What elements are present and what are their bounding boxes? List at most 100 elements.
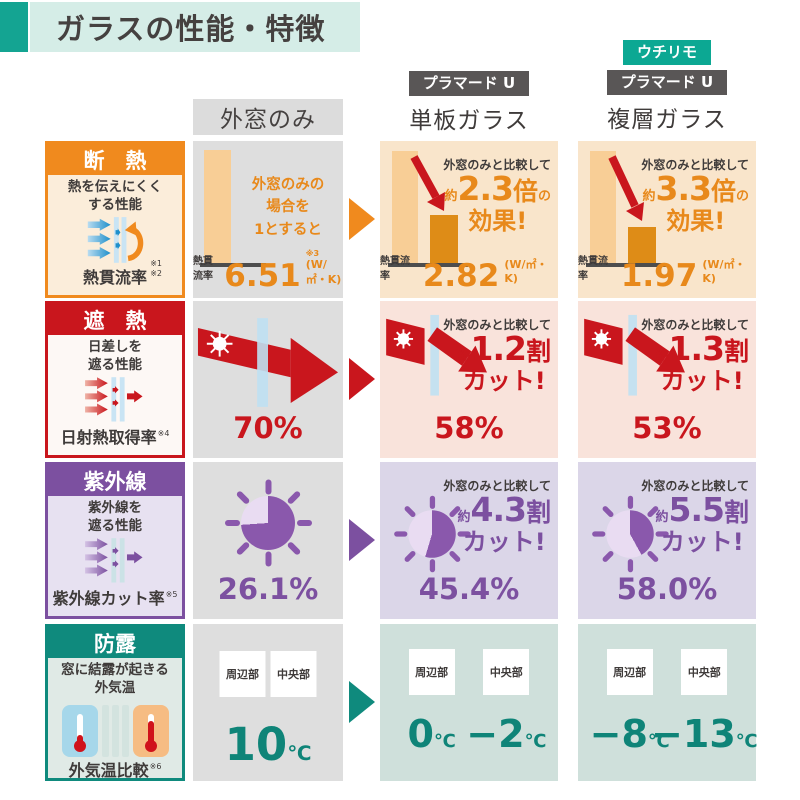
shading-outer-only-cell: 70% xyxy=(193,301,343,458)
uv-double-glass-cell: 外窓のみと比較して 約5.5割 カット! 58.0% xyxy=(578,462,756,619)
heat-flow-arrows-icon xyxy=(87,217,144,263)
sun-arrow-deflected-icon xyxy=(584,314,685,396)
title-accent-square xyxy=(0,2,28,52)
sun-pie-icon xyxy=(220,475,316,571)
edge-label: 周辺部 xyxy=(219,651,266,697)
title-bar: ガラスの性能・特徴 xyxy=(30,2,360,52)
row-shading: 遮 熱 日差しを 遮る性能 日射熱取得率※4 xyxy=(0,301,800,458)
footnote-mark-6: ※6 xyxy=(149,762,162,772)
uv-metric: 紫外線カット率※5 xyxy=(52,589,178,608)
single-glass-name: 単板ガラス xyxy=(409,108,529,134)
shading-double-effect: 約1.3割 カット! xyxy=(655,329,750,395)
arrow-right-icon xyxy=(349,681,375,723)
insulation-double-glass-cell: 外窓のみと比較して 約3.3倍の 効果! 熱貫流率 1.97 (W/㎡・K) xyxy=(578,141,756,298)
uv-arrows-icon xyxy=(85,538,143,583)
bar-comparison-icon xyxy=(388,151,468,267)
sun-pie-icon xyxy=(390,492,474,576)
single-edge-temp: 0℃ xyxy=(407,712,456,756)
single-center-temp: −2℃ xyxy=(466,712,547,756)
edge-label: 周辺部 xyxy=(408,649,455,695)
shading-metric: 日射熱取得率※4 xyxy=(60,428,170,447)
sun-arrow-through-glass-icon xyxy=(197,318,339,407)
condensation-description: 窓に結露が起きる 外気温 xyxy=(61,662,169,696)
compare-note: 外窓のみと比較して xyxy=(641,318,749,332)
compare-note: 外窓のみと比較して xyxy=(443,479,551,493)
insulation-description: 熱を伝えにくく する性能 xyxy=(67,179,163,213)
double-center-temp: −13℃ xyxy=(651,712,758,756)
uv-single-value: 45.4% xyxy=(418,572,520,606)
page-title: ガラスの性能・特徴 xyxy=(56,12,326,46)
uchirimo-badge: ウチリモ xyxy=(622,40,711,65)
thermometers-icon xyxy=(61,705,169,758)
uv-description: 紫外線を 遮る性能 xyxy=(88,500,142,534)
shading-description: 日差しを 遮る性能 xyxy=(88,339,142,373)
column-header-single-glass: プラマード U 単板ガラス xyxy=(380,71,558,135)
insulation-single-effect: 約2.3倍の 効果! xyxy=(444,169,551,235)
shading-baseline-value: 70% xyxy=(233,411,303,445)
compare-note: 外窓のみと比較して xyxy=(641,479,749,493)
condensation-baseline-temp: 10℃ xyxy=(224,718,312,771)
uv-double-effect: 約5.5割 カット! xyxy=(655,490,750,556)
arrow-right-icon xyxy=(349,198,375,240)
insulation-metric: 熱貫流率 ※1 ※2 xyxy=(82,259,162,287)
uv-single-effect: 約4.3割 カット! xyxy=(457,490,552,556)
uv-outer-only-cell: 26.1% xyxy=(193,462,343,619)
row-insulation: 断 熱 熱を伝えにくく する性能 熱貫流率 ※1 ※2 xyxy=(0,141,800,298)
uv-double-value: 58.0% xyxy=(616,572,718,606)
condensation-outer-only-cell: 周辺部 中央部 10℃ xyxy=(193,624,343,781)
row-uv: 紫外線 紫外線を 遮る性能 紫外線カット率※5 xyxy=(0,462,800,619)
footnote-mark-5: ※5 xyxy=(165,590,178,599)
condensation-double-glass-cell: 周辺部 −8℃ 中央部 −13℃ xyxy=(578,624,758,781)
shading-single-glass-cell: 外窓のみと比較して 約1.2割 カット! 58% xyxy=(380,301,558,458)
arrow-right-icon xyxy=(349,358,375,400)
footnote-mark-4: ※4 xyxy=(157,429,170,438)
insulation-single-glass-cell: 外窓のみと比較して 約2.3倍の 効果! 熱貫流率 2.82 (W/㎡・K) xyxy=(380,141,558,298)
shading-row-title: 遮 熱 xyxy=(48,304,182,335)
glass-panes-icon xyxy=(101,705,129,758)
warm-thermometer-icon xyxy=(132,705,169,758)
shading-single-effect: 約1.2割 カット! xyxy=(457,329,552,395)
double-glass-name: 複層ガラス xyxy=(607,107,727,133)
insulation-row-title: 断 熱 xyxy=(48,144,182,175)
condensation-row-title: 防露 xyxy=(48,627,182,658)
condensation-label-box: 防露 窓に結露が起きる 外気温 外気温比較※6 xyxy=(45,624,185,781)
compare-note: 外窓のみと比較して xyxy=(443,158,551,172)
u-value-baseline: 熱貫流率 6.51 ※3 (W/㎡・K) xyxy=(193,249,342,294)
row-condensation: 防露 窓に結露が起きる 外気温 外気温比較※6 周辺部 中央部 xyxy=(0,624,800,781)
shading-double-value: 53% xyxy=(632,411,702,445)
u-value-single: 熱貫流率 2.82 (W/㎡・K) xyxy=(380,256,548,294)
insulation-outer-only-cell: 外窓のみの 場合を 1とすると 熱貫流率 6.51 ※3 (W/㎡・K) xyxy=(193,141,343,298)
sun-arrow-deflected-icon xyxy=(386,314,487,396)
shading-double-glass-cell: 外窓のみと比較して 約1.3割 カット! 53% xyxy=(578,301,756,458)
condensation-metric: 外気温比較※6 xyxy=(68,761,162,781)
double-edge-temp: −8℃ xyxy=(589,712,670,756)
uv-label-box: 紫外線 紫外線を 遮る性能 紫外線カット率※5 xyxy=(45,462,185,619)
arrow-right-icon xyxy=(349,519,375,561)
sunlight-arrows-icon xyxy=(85,377,143,422)
cold-thermometer-icon xyxy=(61,705,98,758)
insulation-double-effect: 約3.3倍の 効果! xyxy=(642,169,749,235)
footnote-marks-1-2: ※1 ※2 xyxy=(150,259,162,279)
center-label: 中央部 xyxy=(483,649,530,695)
baseline-bar-chart xyxy=(204,150,231,263)
shading-label-box: 遮 熱 日差しを 遮る性能 日射熱取得率※4 xyxy=(45,301,185,458)
compare-note: 外窓のみと比較して xyxy=(443,318,551,332)
sun-pie-icon xyxy=(588,492,672,576)
uv-row-title: 紫外線 xyxy=(48,465,182,496)
chart-baseline xyxy=(200,263,266,267)
center-label: 中央部 xyxy=(681,649,728,695)
column-header-double-glass: ウチリモ プラマード U 複層ガラス xyxy=(578,40,756,134)
bar-comparison-icon xyxy=(586,151,666,267)
edge-label: 周辺部 xyxy=(606,649,653,695)
shading-single-value: 58% xyxy=(434,411,504,445)
center-label: 中央部 xyxy=(270,651,317,697)
column-header-outer-only: 外窓のみ xyxy=(193,99,343,135)
compare-note: 外窓のみと比較して xyxy=(641,158,749,172)
u-value-double: 熱貫流率 1.97 (W/㎡・K) xyxy=(578,256,746,294)
plamade-u-badge: プラマード U xyxy=(606,70,728,95)
condensation-single-glass-cell: 周辺部 0℃ 中央部 −2℃ xyxy=(380,624,558,781)
uv-baseline-value: 26.1% xyxy=(217,572,319,606)
plamade-u-badge: プラマード U xyxy=(408,71,530,96)
baseline-caption: 外窓のみの 場合を 1とすると xyxy=(251,177,325,238)
